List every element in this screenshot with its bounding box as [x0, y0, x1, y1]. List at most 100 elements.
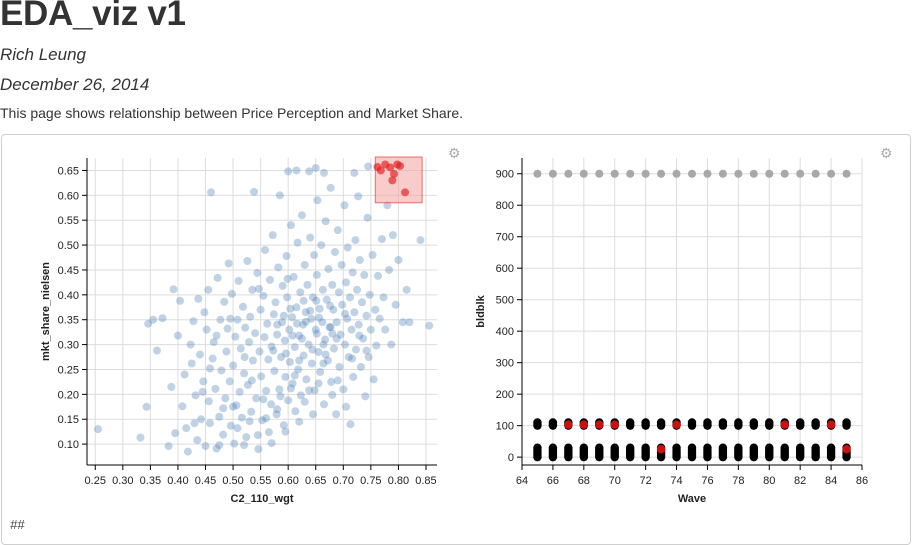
data-point: [234, 276, 243, 285]
x-tick-label: 82: [794, 475, 806, 487]
data-point: [183, 447, 192, 456]
gray-data-point: [641, 169, 650, 178]
data-point: [308, 410, 317, 419]
data-point: [328, 390, 337, 399]
data-point: [405, 318, 414, 327]
data-point: [261, 246, 270, 255]
x-tick-label: 64: [516, 475, 528, 487]
data-point: [364, 353, 373, 362]
data-point: [314, 348, 323, 357]
price-vs-share-chart[interactable]: 0.25 0.30 0.35 0.40 0.45 0.50 0.55 0.60 0.65 0.70…: [0, 0, 470, 545]
data-point: [201, 442, 210, 451]
gray-data-point: [564, 169, 573, 178]
data-point: [302, 375, 311, 384]
data-point: [285, 325, 294, 334]
data-point: [142, 402, 151, 411]
data-point: [316, 367, 325, 376]
data-point: [288, 313, 297, 322]
gray-data-point: [827, 169, 836, 178]
data-point: [221, 394, 230, 403]
gear-icon[interactable]: ⚙: [448, 145, 461, 161]
x-axis-title: C2_110_wgt: [231, 493, 294, 505]
data-point: [253, 431, 262, 440]
data-point: [216, 315, 225, 324]
data-point: [339, 385, 348, 394]
data-point: [250, 187, 259, 196]
data-point: [641, 443, 650, 452]
data-point: [610, 443, 619, 452]
data-point: [354, 192, 363, 201]
data-point: [164, 442, 173, 451]
data-point: [340, 309, 349, 318]
data-point: [322, 295, 331, 304]
gear-icon[interactable]: ⚙: [880, 145, 893, 161]
data-point: [279, 311, 288, 320]
highlighted-data-point: [579, 420, 589, 429]
y-tick-label: 800: [496, 200, 514, 212]
y-tick-label: 500: [496, 295, 514, 307]
data-point: [355, 256, 364, 265]
page-title: EDA_viz v1: [0, 0, 186, 33]
data-point: [317, 241, 326, 250]
data-point: [369, 375, 378, 384]
data-point: [268, 231, 277, 240]
y-tick-label: 900: [496, 169, 514, 181]
data-point: [207, 188, 216, 197]
data-point: [276, 392, 285, 401]
data-point: [338, 300, 347, 309]
data-point: [281, 349, 290, 358]
data-point: [343, 243, 352, 252]
data-point: [199, 377, 208, 386]
data-point: [332, 318, 341, 327]
data-point: [362, 346, 371, 355]
x-tick-label: 0.65: [305, 475, 326, 487]
data-point: [811, 443, 820, 452]
data-point: [328, 329, 337, 338]
data-point: [307, 314, 316, 323]
data-point: [348, 354, 357, 363]
data-point: [255, 347, 264, 356]
data-point: [548, 443, 558, 452]
data-point: [340, 201, 349, 210]
data-point: [235, 387, 244, 396]
data-point: [222, 347, 231, 356]
data-point: [703, 443, 712, 452]
x-tick-label: 70: [609, 475, 621, 487]
data-point: [267, 439, 276, 448]
data-point: [345, 293, 354, 302]
y-tick-label: 0.15: [58, 414, 79, 426]
data-point: [286, 304, 295, 313]
data-point: [326, 183, 335, 192]
data-point: [749, 443, 759, 452]
x-tick-label: 0.40: [167, 475, 188, 487]
data-point: [332, 334, 341, 343]
data-point: [295, 356, 304, 365]
data-point: [288, 331, 297, 340]
data-point: [416, 236, 425, 245]
data-point: [282, 252, 291, 261]
x-tick-label: 0.35: [140, 475, 161, 487]
data-point: [204, 285, 213, 294]
data-point: [230, 439, 239, 448]
x-tick-label: 0.25: [85, 475, 106, 487]
gray-data-point: [765, 169, 774, 178]
data-point: [278, 281, 287, 290]
chart-panel: [1, 134, 911, 545]
data-point: [269, 310, 278, 319]
data-point: [295, 417, 304, 426]
data-point: [333, 226, 342, 235]
data-point: [178, 402, 187, 411]
data-point: [311, 325, 320, 334]
y-tick-label: 0.20: [58, 389, 79, 401]
y-tick-label: 300: [496, 358, 514, 370]
data-point: [533, 443, 542, 452]
data-point: [251, 329, 260, 338]
data-point: [340, 340, 349, 349]
gray-data-point: [548, 169, 557, 178]
output-placeholder: ##: [10, 517, 25, 532]
data-point: [687, 443, 697, 452]
gray-data-point: [672, 169, 681, 178]
y-axis-title: bldblk: [475, 294, 487, 327]
data-point: [320, 168, 329, 177]
